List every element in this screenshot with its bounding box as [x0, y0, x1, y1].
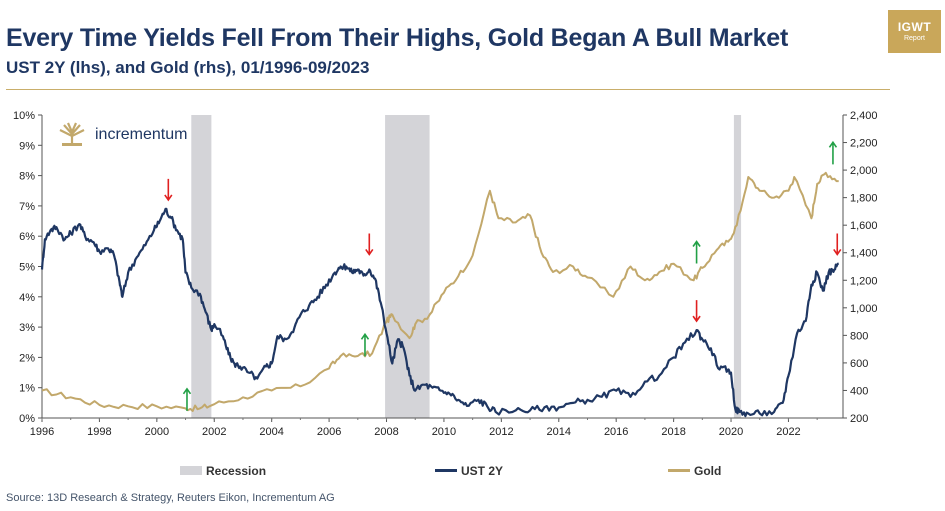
- y-right-tick-label: 1,800: [850, 193, 878, 205]
- x-tick-label: 2012: [489, 426, 513, 438]
- y-right-tick-label: 2,200: [850, 138, 878, 150]
- y-right-tick-label: 2,400: [850, 110, 878, 122]
- x-tick-label: 2006: [317, 426, 341, 438]
- annotation-arrows: [164, 140, 842, 411]
- x-tick-label: 2002: [202, 426, 226, 438]
- x-tick-label: 2010: [432, 426, 456, 438]
- x-tick-label: 2008: [374, 426, 398, 438]
- chart-area: 0% 1% 2% 3% 4% 5% 6% 7% 8% 9% 10% 200 400 600 800 1,000…: [13, 110, 878, 478]
- header-divider: [6, 89, 890, 90]
- red-down-arrow-icon: [692, 300, 701, 323]
- red-down-arrow-icon: [164, 178, 173, 202]
- y-left-tick-label: 6%: [19, 231, 35, 243]
- legend-label-recession: Recession: [206, 464, 266, 478]
- red-down-arrow-icon: [365, 233, 374, 256]
- green-up-arrow-icon: [692, 240, 701, 264]
- series-line-gold: [41, 171, 839, 412]
- source-note: Source: 13D Research & Strategy, Reuters…: [6, 492, 335, 504]
- y-right-tick-label: 200: [850, 413, 868, 425]
- y-right-tick-label: 1,200: [850, 275, 878, 287]
- y-left-tick-label: 10%: [13, 110, 35, 122]
- x-tick-label: 1998: [87, 426, 111, 438]
- badge-subtitle: Report: [903, 35, 925, 42]
- recession-bands: [191, 115, 742, 418]
- x-tick-label: 2016: [604, 426, 628, 438]
- legend-label-gold: Gold: [694, 464, 721, 478]
- chart-subtitle: UST 2Y (lhs), and Gold (rhs), 01/1996-09…: [6, 58, 370, 77]
- y-left-tick-label: 9%: [19, 140, 35, 152]
- x-tick-label: 2018: [661, 426, 685, 438]
- tree-icon: [56, 122, 88, 146]
- recession-band-2: [733, 115, 742, 418]
- series-lines: [40, 171, 840, 418]
- badge-title: IGWT: [897, 20, 932, 34]
- y-right-tick-label: 600: [850, 358, 868, 370]
- y-right-tick-label: 1,400: [850, 248, 878, 260]
- y-right-tick-label: 1,000: [850, 303, 878, 315]
- red-down-arrow-icon: [833, 233, 842, 256]
- chart-legend: Recession UST 2Y Gold: [180, 464, 721, 478]
- y-left-tick-label: 8%: [19, 171, 35, 183]
- series-line-ust-2y: [40, 207, 840, 418]
- y-left-tick-label: 3%: [19, 322, 35, 334]
- y-left-tick-label: 0%: [19, 413, 35, 425]
- x-tick-label: 1996: [30, 426, 54, 438]
- legend-label-ust2y: UST 2Y: [461, 464, 503, 478]
- y-right-tick-label: 2,000: [850, 165, 878, 177]
- logo-text: incrementum: [95, 126, 187, 143]
- recession-band-0: [191, 115, 212, 418]
- y-left-tick-label: 5%: [19, 262, 35, 274]
- x-tick-label: 2020: [719, 426, 743, 438]
- green-up-arrow-icon: [828, 140, 838, 165]
- green-up-arrow-icon: [360, 332, 370, 357]
- recession-band-1: [385, 115, 430, 418]
- y-right-tick-label: 1,600: [850, 220, 878, 232]
- y-left-tick-label: 2%: [19, 352, 35, 364]
- y-left-tick-label: 1%: [19, 383, 35, 395]
- chart-title: Every Time Yields Fell From Their Highs,…: [6, 24, 789, 52]
- x-tick-label: 2022: [776, 426, 800, 438]
- incrementum-logo: incrementum: [56, 122, 187, 146]
- x-tick-label: 2000: [145, 426, 169, 438]
- green-up-arrow-icon: [182, 387, 192, 411]
- x-tick-label: 2004: [259, 426, 283, 438]
- y-right-tick-label: 800: [850, 330, 868, 342]
- y-left-tick-label: 7%: [19, 201, 35, 213]
- axes: 0% 1% 2% 3% 4% 5% 6% 7% 8% 9% 10% 200 400 600 800 1,000…: [13, 110, 878, 438]
- y-right-tick-label: 400: [850, 385, 868, 397]
- y-left-tick-label: 4%: [19, 292, 35, 304]
- legend-swatch-recession: [180, 466, 202, 475]
- igwt-report-badge: IGWT Report: [888, 10, 941, 53]
- x-tick-label: 2014: [547, 426, 571, 438]
